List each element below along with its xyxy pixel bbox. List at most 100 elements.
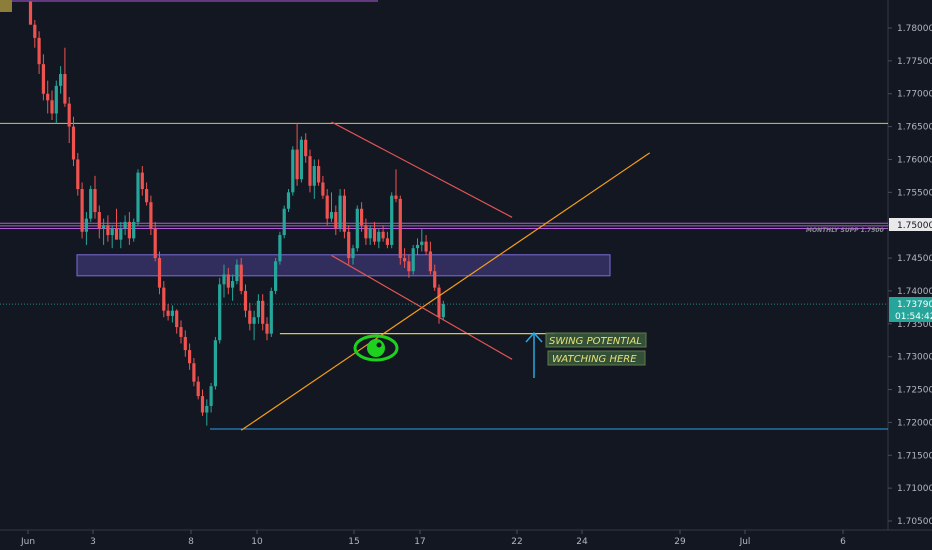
candle-body [59,74,63,86]
candle-body [269,290,273,334]
candle-body [41,64,45,94]
candle-body [274,261,278,291]
candle-body [209,386,213,406]
price-tick-label: 1.77000 [897,90,932,100]
candle-body [372,228,377,242]
candle-body [149,202,153,229]
candle-body [157,258,162,288]
time-tick-label: 15 [348,537,359,547]
candle-body [127,221,131,239]
price-tick-label: 1.77500 [897,57,932,67]
red-lower-channel-line[interactable] [331,254,513,360]
candle-body [213,340,217,387]
candle-body [192,363,196,382]
candle-body [200,396,205,413]
candle-body [63,74,67,104]
candle-body [355,208,359,249]
candle-body [441,304,445,318]
candle-body [424,241,428,252]
candle-body [231,281,235,288]
candlestick-series [28,1,445,426]
candle-body [114,228,119,240]
price-tick-label: 1.74500 [897,254,932,264]
candle-body [252,317,256,324]
demand-zone-rect[interactable] [76,254,611,277]
candle-body [377,231,381,242]
candle-body [93,189,97,213]
time-tick-label: 29 [674,537,686,547]
current-price-text: 1.73790 [897,300,932,310]
candle-body [390,195,394,245]
candle-body [110,228,114,236]
monthly-supp-label: MONTHLY SUPP 1.7500 [806,227,884,234]
candle-body [179,327,183,337]
candle-body [46,93,50,101]
price-tick-label: 1.76500 [897,123,932,133]
candle-body [71,126,76,160]
horizontal-levels [0,0,888,430]
eye-icon [353,334,399,362]
red-upper-channel-line[interactable] [331,121,513,218]
time-tick-label: 6 [840,537,846,547]
candle-body [415,244,420,249]
candle-body [196,381,200,397]
candle-body [278,235,282,262]
time-tick-label: 22 [511,537,522,547]
candle-body [239,264,243,291]
swing-potential-label: SWING POTENTIAL [549,336,642,347]
candle-body [205,405,209,413]
candle-body [37,37,41,65]
candle-body [291,149,295,193]
candle-body [304,139,308,157]
candle-body [145,189,149,203]
candle-body [132,221,136,239]
time-axis[interactable]: Jun 3 8 10 15 17 22 24 29 Jul 6 [20,530,846,547]
candle-body [222,274,226,285]
candle-body [188,350,192,364]
candle-body [282,208,286,236]
candle-body [235,264,239,282]
candle-body [84,218,88,232]
orange-trendline[interactable] [240,152,651,431]
candle-body [33,24,37,38]
candle-body [403,258,407,262]
candle-body [153,228,157,259]
price-tick-label: 1.72500 [897,386,932,396]
candle-body [162,287,166,311]
candle-body [106,225,110,236]
candle-body [312,166,316,186]
candle-body [50,100,54,114]
candle-body [218,284,222,341]
candle-body [321,182,325,196]
time-tick-label: 17 [414,537,425,547]
candle-body [368,228,372,239]
watching-here-label: WATCHING HERE [552,354,637,365]
candle-body [166,310,170,316]
candle-body [243,290,248,311]
candle-body [420,241,424,245]
price-tick-label: 1.71000 [897,484,932,494]
swing-potential-box [545,332,647,348]
candle-body [299,139,303,180]
price-tick-label: 1.73000 [897,353,932,363]
candle-body [394,195,398,199]
candle-body [256,300,260,318]
price-tick-label: 1.75500 [897,188,932,198]
time-tick-label: 3 [90,537,96,547]
candle-body [308,156,312,186]
candle-body [398,198,402,259]
candle-body [261,300,265,324]
candle-body [80,189,84,232]
drawn-trendlines[interactable] [240,121,651,431]
candle-body [140,172,144,190]
candle-body [411,248,415,272]
candle-body [89,189,93,219]
candle-body [317,166,321,183]
candle-body [226,274,230,288]
time-tick-label: Jul [739,537,751,547]
price-tick-label: 1.70500 [897,517,932,527]
candle-body [329,212,334,219]
candle-body [119,228,123,240]
candle-body [265,323,269,334]
